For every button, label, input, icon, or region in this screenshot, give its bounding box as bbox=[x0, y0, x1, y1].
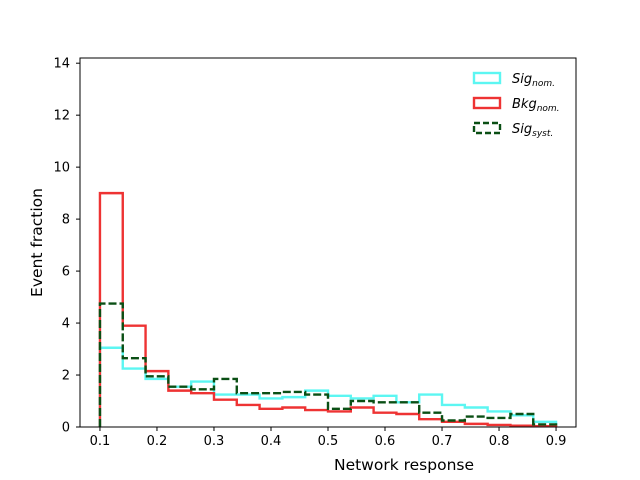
y-tick-label: 2 bbox=[62, 369, 70, 384]
series-sig-syst bbox=[98, 302, 558, 427]
x-tick-label: 0.9 bbox=[546, 434, 567, 449]
x-tick-label: 0.1 bbox=[90, 434, 111, 449]
x-tick-label: 0.5 bbox=[318, 434, 339, 449]
legend-label-main: Sig bbox=[512, 72, 532, 87]
y-tick-label: 14 bbox=[53, 57, 70, 72]
y-tick-label: 10 bbox=[53, 161, 70, 176]
y-tick-label: 4 bbox=[62, 317, 70, 332]
y-axis-title: Event fraction bbox=[28, 188, 46, 297]
legend-swatch-bkg-nom bbox=[472, 96, 502, 110]
legend-label-sig-syst: Sigsyst. bbox=[512, 122, 553, 139]
x-tick-label: 0.2 bbox=[147, 434, 168, 449]
x-tick-label: 0.8 bbox=[489, 434, 510, 449]
y-tick-label: 8 bbox=[62, 213, 70, 228]
legend: Signom.Bkgnom.Sigsyst. bbox=[472, 71, 560, 139]
x-tick-label: 0.7 bbox=[432, 434, 453, 449]
legend-label-sub: nom. bbox=[537, 104, 560, 114]
series-bkg-nom bbox=[98, 191, 558, 428]
legend-label-main: Sig bbox=[512, 122, 532, 137]
x-tick-label: 0.6 bbox=[375, 434, 396, 449]
legend-label-main: Bkg bbox=[512, 97, 537, 112]
y-tick-label: 0 bbox=[62, 421, 70, 436]
legend-label-sub: nom. bbox=[532, 79, 555, 89]
x-axis: 0.1 0.2 0.3 0.4 0.5 0.6 0.7 0.8 0.9 bbox=[90, 427, 567, 449]
y-axis: 0 2 4 6 8 10 12 14 bbox=[53, 57, 80, 436]
legend-label-sig-nom: Signom. bbox=[512, 72, 555, 89]
legend-swatch-sig-syst bbox=[472, 121, 502, 135]
x-tick-label: 0.3 bbox=[204, 434, 225, 449]
y-tick-label: 6 bbox=[62, 265, 70, 280]
x-axis-title: Network response bbox=[334, 456, 474, 474]
series-layer bbox=[98, 191, 558, 428]
legend-label-sub: syst. bbox=[532, 129, 553, 139]
x-tick-label: 0.4 bbox=[261, 434, 282, 449]
legend-label-bkg-nom: Bkgnom. bbox=[512, 97, 560, 114]
y-tick-label: 12 bbox=[53, 109, 70, 124]
legend-swatch-sig-nom bbox=[472, 71, 502, 85]
